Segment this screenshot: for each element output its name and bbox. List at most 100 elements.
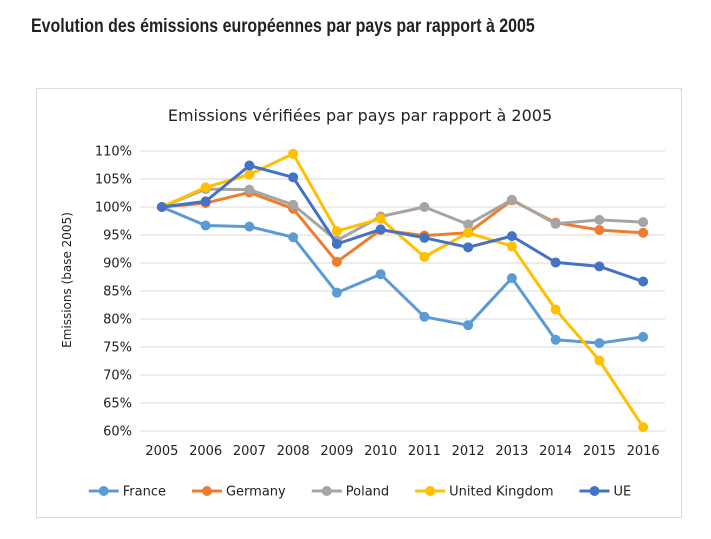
legend-item: Poland	[311, 485, 389, 500]
legend-label: United Kingdom	[449, 485, 553, 500]
data-point	[331, 287, 342, 298]
legend-item: France	[88, 485, 166, 500]
data-point	[506, 241, 517, 252]
x-tick-label: 2014	[539, 444, 572, 459]
legend-swatch-marker	[98, 486, 109, 496]
data-point	[331, 256, 342, 267]
data-point	[594, 214, 605, 225]
x-tick-label: 2006	[189, 444, 222, 459]
legend: France Germany Poland United Kingdom UE	[88, 485, 632, 500]
data-point	[200, 196, 211, 207]
data-point	[244, 160, 255, 171]
data-point	[506, 194, 517, 205]
data-point	[288, 199, 299, 210]
x-tick-label: 2005	[145, 444, 178, 459]
y-tick-label: 60%	[103, 425, 132, 440]
x-tick-label: 2016	[627, 444, 660, 459]
series-line	[161, 187, 644, 243]
data-point	[594, 355, 605, 366]
x-tick-label: 2009	[320, 444, 353, 459]
legend-label: UE	[614, 485, 632, 500]
legend-item: Germany	[191, 485, 286, 500]
x-tick-label: 2010	[364, 444, 397, 459]
data-point	[375, 269, 386, 280]
data-point	[638, 217, 649, 228]
x-tick-label: 2007	[233, 444, 266, 459]
x-tick-label: 2012	[452, 444, 485, 459]
data-point	[638, 276, 649, 287]
legend-item: United Kingdom	[415, 485, 554, 500]
y-tick-label: 75%	[103, 341, 132, 356]
data-point	[506, 231, 517, 242]
y-tick-label: 100%	[95, 201, 132, 216]
data-point	[594, 338, 605, 349]
x-axis-ticks: 2005 2006 2007 2008 2009 2010 2011 2012 2013 2014…	[145, 444, 659, 459]
series-line	[161, 152, 645, 428]
y-tick-label: 85%	[103, 285, 132, 300]
x-tick-label: 2013	[495, 444, 528, 459]
series-ue	[156, 160, 649, 287]
data-point	[419, 251, 430, 262]
data-point	[419, 311, 430, 322]
data-point	[463, 320, 474, 331]
chart-frame: Emissions vérifiées par pays par rapport…	[36, 88, 682, 518]
x-tick-label: 2011	[408, 444, 441, 459]
data-point	[419, 202, 430, 212]
y-tick-label: 105%	[95, 173, 132, 188]
x-tick-label: 2008	[277, 444, 310, 459]
y-axis-label: Emissions (base 2005)	[60, 212, 74, 348]
data-point	[156, 202, 167, 212]
data-point	[331, 226, 342, 237]
series-france	[156, 202, 649, 349]
y-tick-label: 90%	[103, 257, 132, 272]
data-point	[506, 273, 517, 284]
data-point	[638, 331, 649, 342]
data-point	[550, 257, 561, 268]
y-tick-label: 95%	[103, 229, 132, 244]
legend-swatch-marker	[425, 486, 436, 496]
legend-swatch-marker	[321, 486, 332, 496]
y-tick-label: 70%	[103, 369, 132, 384]
data-point	[288, 148, 299, 159]
page-heading: Evolution des émissions européennes par …	[31, 16, 535, 37]
y-tick-label: 80%	[103, 313, 132, 328]
x-tick-label: 2015	[583, 444, 616, 459]
legend-swatch-marker	[589, 486, 600, 496]
data-point	[463, 242, 474, 253]
legend-label: Germany	[226, 485, 286, 500]
y-tick-label: 110%	[95, 145, 132, 160]
y-axis-ticks: 60% 65% 70% 75% 80% 85% 90% 95% 100% 105% 110%	[95, 145, 132, 440]
line-chart: Emissions vérifiées par pays par rapport…	[60, 106, 665, 500]
data-point	[419, 232, 430, 243]
gridlines	[140, 150, 665, 432]
data-point	[463, 227, 474, 238]
data-point	[375, 213, 386, 224]
data-point	[288, 172, 299, 183]
data-point	[200, 182, 211, 193]
legend-swatch-marker	[201, 486, 212, 496]
data-point	[550, 218, 561, 229]
data-point	[244, 169, 255, 180]
data-point	[200, 220, 211, 231]
data-point	[638, 227, 649, 238]
series-group	[156, 148, 649, 433]
data-point	[331, 238, 342, 249]
series-line	[161, 205, 644, 345]
data-point	[463, 219, 474, 230]
data-point	[244, 221, 255, 232]
data-point	[638, 422, 649, 433]
data-point	[375, 224, 386, 235]
legend-label: France	[123, 485, 166, 500]
data-point	[594, 224, 605, 235]
series-line	[161, 164, 644, 283]
y-tick-label: 65%	[103, 397, 132, 412]
data-point	[550, 304, 561, 315]
series-united-kingdom	[156, 148, 649, 433]
legend-label: Poland	[346, 485, 389, 500]
data-point	[594, 261, 605, 272]
legend-item: UE	[579, 485, 632, 500]
data-point	[550, 334, 561, 345]
chart-title: Emissions vérifiées par pays par rapport…	[168, 106, 552, 125]
data-point	[244, 184, 255, 195]
data-point	[288, 232, 299, 243]
